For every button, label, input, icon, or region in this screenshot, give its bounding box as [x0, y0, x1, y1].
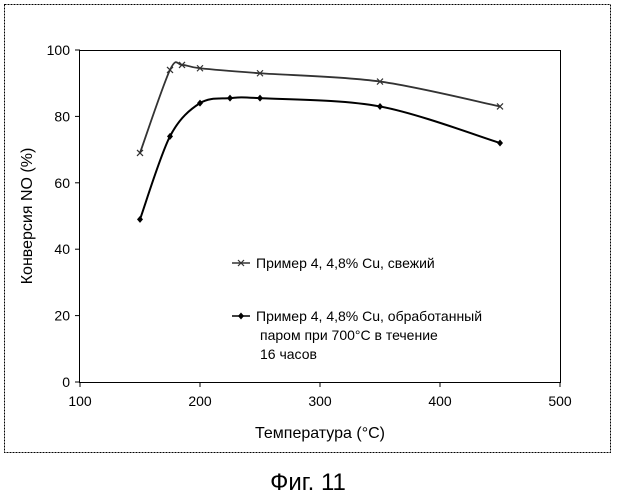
x-tick-label: 200: [188, 393, 212, 409]
y-axis-ticks: 0 20 40 60 80 100: [47, 42, 80, 390]
legend-label: паром при 700°C в течение: [260, 327, 438, 343]
legend-item-2: Пример 4, 4,8% Cu, обработанный паром при…: [232, 308, 482, 362]
series-layer: [137, 62, 503, 223]
legend-label: Пример 4, 4,8% Cu, обработанный: [256, 308, 482, 324]
data-point: [137, 216, 143, 223]
x-tick-label: 400: [428, 393, 452, 409]
data-point: [227, 95, 233, 102]
figure-caption: Фиг. 11: [270, 469, 346, 496]
series-2: [137, 95, 503, 223]
chart: 0 20 40 60 80 100 100 200 300 400 500 Конверсия N…: [0, 0, 617, 500]
legend-item-1: Пример 4, 4,8% Cu, свежий: [232, 255, 435, 271]
y-tick-label: 80: [54, 108, 70, 124]
x-tick-label: 100: [68, 393, 92, 409]
y-tick-label: 40: [54, 241, 70, 257]
x-tick-label: 500: [548, 393, 572, 409]
legend: Пример 4, 4,8% Cu, свежий Пример 4, 4,8% …: [232, 255, 482, 362]
data-point: [377, 103, 383, 110]
legend-label: 16 часов: [260, 346, 317, 362]
legend-label: Пример 4, 4,8% Cu, свежий: [256, 255, 435, 271]
y-tick-label: 0: [62, 374, 70, 390]
data-point: [497, 139, 503, 146]
chart-frame: [5, 5, 611, 453]
data-point: [257, 95, 263, 102]
x-tick-label: 300: [308, 393, 332, 409]
x-axis-title: Температура (°C): [255, 425, 385, 442]
series-line: [140, 97, 500, 219]
y-axis-title: Конверсия NO (%): [19, 148, 36, 285]
x-axis-ticks: 100 200 300 400 500: [68, 382, 572, 409]
legend-swatch-marker: [238, 313, 244, 320]
y-tick-label: 100: [47, 42, 71, 58]
y-tick-label: 20: [54, 308, 70, 324]
y-tick-label: 60: [54, 175, 70, 191]
